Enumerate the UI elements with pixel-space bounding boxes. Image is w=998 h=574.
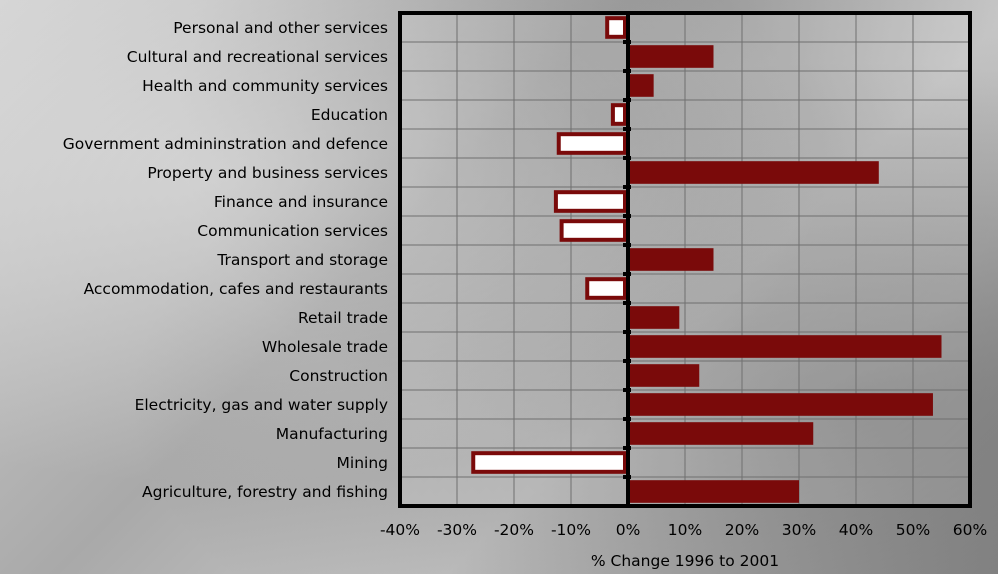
x-tick-label: 50% [896,521,930,539]
zero-axis [623,13,631,506]
category-label: Transport and storage [216,251,388,269]
bar [628,161,879,184]
plot-area [398,11,972,508]
x-tick-label: 10% [668,521,702,539]
bar [553,190,628,213]
bar [471,451,627,474]
x-axis-title: % Change 1996 to 2001 [591,552,779,570]
bar [628,248,714,271]
category-label: Electricity, gas and water supply [135,396,388,414]
x-tick-label: -20% [494,521,534,539]
bar [628,335,942,358]
category-label: Government admininstration and defence [63,135,388,153]
bar [605,16,628,39]
category-label: Accommodation, cafes and restaurants [84,280,388,298]
bar [628,364,700,387]
x-tick-label: 30% [782,521,816,539]
bar [556,132,627,155]
x-tick-label: 60% [953,521,987,539]
category-label: Cultural and recreational services [127,48,388,66]
plot-border [398,11,972,508]
category-label: Retail trade [298,309,388,327]
bar [559,219,627,242]
bar [628,422,814,445]
category-label: Communication services [197,222,388,240]
bar [585,277,627,300]
bar [628,74,654,97]
x-tick-label: 0% [616,521,641,539]
category-label: Property and business services [147,164,388,182]
x-tick-label: 40% [839,521,873,539]
category-label: Manufacturing [276,425,388,443]
bar [628,393,933,416]
category-label: Agriculture, forestry and fishing [142,483,388,501]
category-label: Mining [337,454,388,472]
bars [471,16,942,503]
x-tick-label: -40% [380,521,420,539]
category-label: Finance and insurance [214,193,388,211]
bar [610,103,628,126]
x-tick-label: 20% [725,521,759,539]
x-tick-labels: -40% -30% -20% -10% 0% 10% 20% 30% 40% 50% 60% [380,521,987,539]
category-labels: Personal and other services Cultural and … [63,19,388,501]
category-label: Personal and other services [173,19,388,37]
bar [628,480,799,503]
category-label: Health and community services [142,77,388,95]
bar [628,306,680,329]
x-tick-label: -10% [551,521,591,539]
category-label: Wholesale trade [262,338,388,356]
bar [628,45,714,68]
x-tick-label: -30% [437,521,477,539]
category-label: Education [311,106,388,124]
category-label: Construction [289,367,388,385]
